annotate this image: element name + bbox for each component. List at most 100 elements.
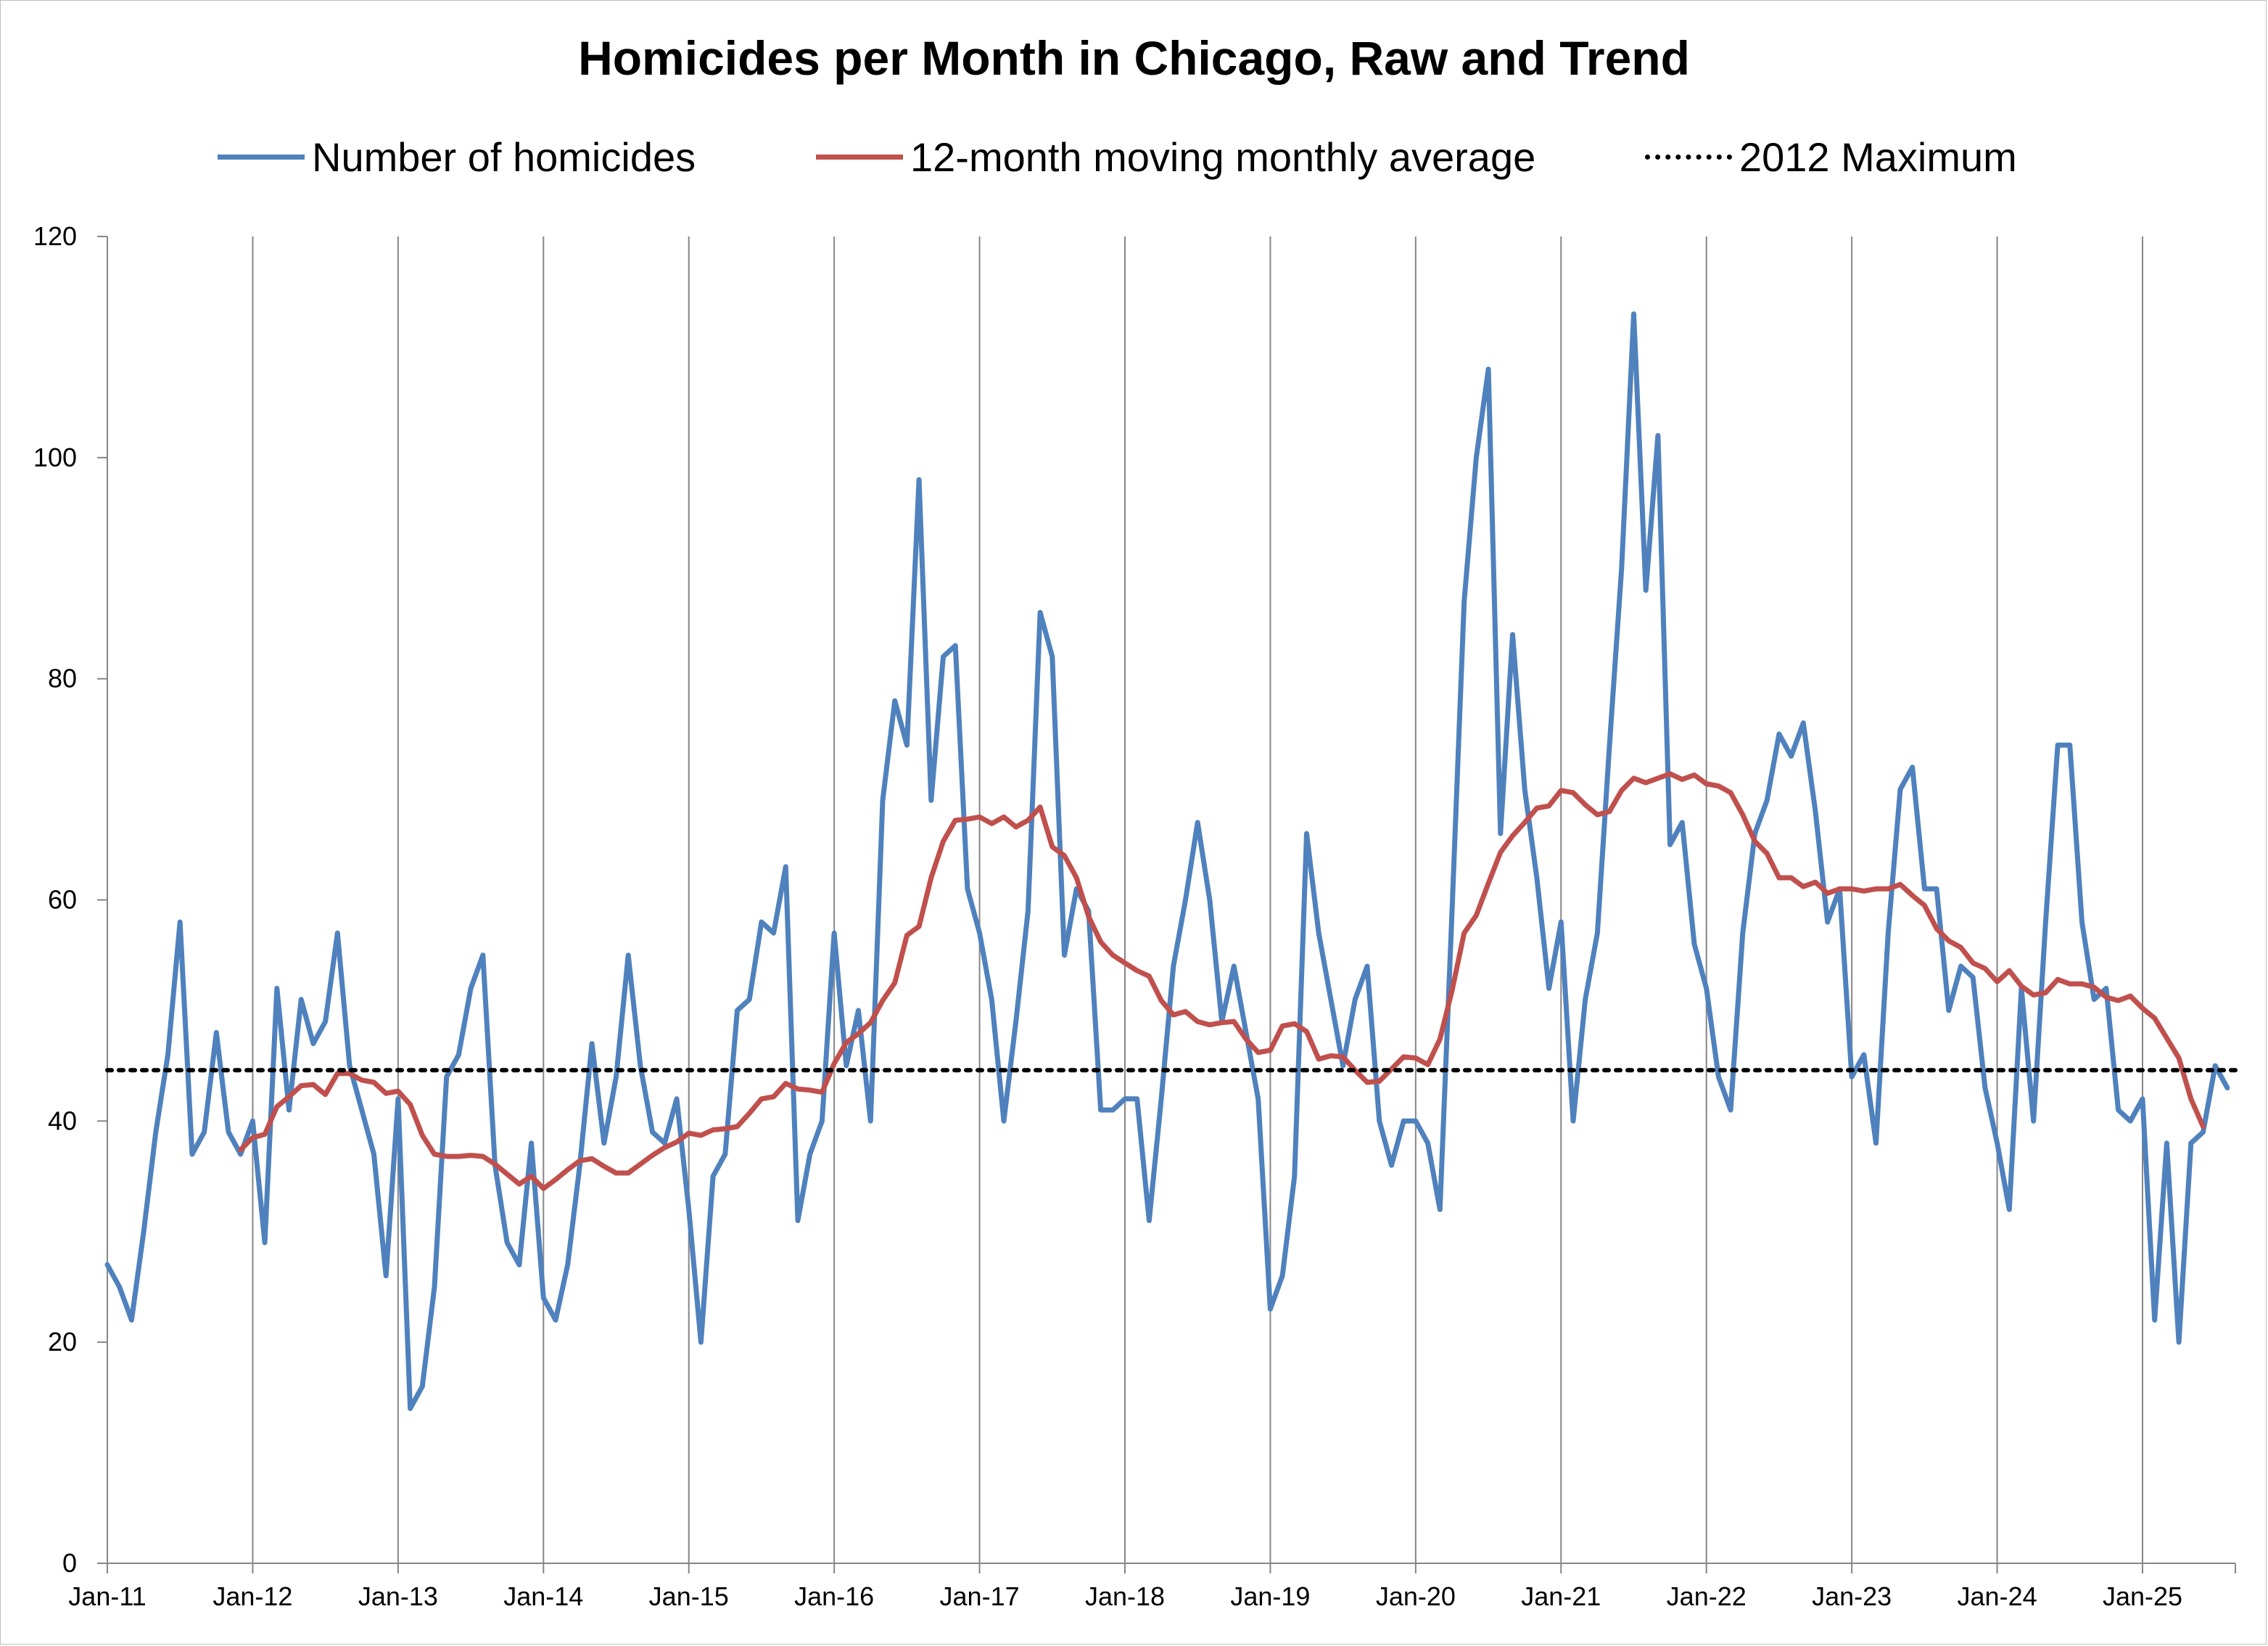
moving-average-point-144 [1850, 886, 1854, 891]
homicides-point-47 [675, 1097, 679, 1101]
homicides-point-19 [335, 931, 339, 935]
moving-average-point-116 [1511, 834, 1515, 838]
moving-average-point-143 [1837, 886, 1842, 891]
homicides-point-30 [469, 986, 473, 990]
x-tick-label-jan-22: Jan-22 [1667, 1581, 1747, 1611]
moving-average-point-159 [2032, 993, 2036, 997]
homicides-point-155 [1983, 1086, 1987, 1090]
moving-average-point-170 [2164, 1036, 2169, 1040]
homicides-point-21 [360, 1108, 364, 1112]
moving-average-point-146 [1874, 886, 1879, 891]
moving-average-point-30 [469, 1153, 473, 1158]
moving-average-point-160 [2043, 991, 2048, 995]
moving-average-point-16 [299, 1084, 303, 1088]
moving-average-point-162 [2068, 982, 2072, 986]
moving-average-point-166 [2116, 998, 2121, 1003]
moving-average-point-104 [1365, 1080, 1369, 1085]
homicides-point-20 [347, 1063, 352, 1068]
moving-average-point-62 [857, 1032, 861, 1036]
moving-average-point-68 [929, 876, 933, 880]
homicides-point-70 [953, 643, 957, 648]
homicides-point-105 [1377, 1119, 1382, 1123]
moving-average-point-173 [2201, 1124, 2206, 1129]
moving-average-point-84 [1123, 960, 1127, 965]
moving-average-point-132 [1704, 782, 1709, 786]
homicides-point-140 [1801, 721, 1805, 725]
series-homicides [104, 311, 2230, 1412]
homicides-point-22 [372, 1152, 376, 1156]
homicides-point-14 [275, 986, 279, 990]
homicides-point-91 [1208, 898, 1212, 902]
series [104, 311, 2238, 1412]
homicides-point-141 [1813, 810, 1818, 814]
homicides-point-9 [214, 1030, 218, 1034]
y-tick-label-100: 100 [33, 443, 77, 472]
moving-average-point-27 [432, 1152, 437, 1156]
moving-average-point-91 [1208, 1023, 1212, 1027]
moving-average-point-69 [941, 839, 946, 844]
homicides-point-151 [1934, 886, 1939, 891]
x-tick-label-jan-21: Jan-21 [1521, 1581, 1601, 1611]
homicides-point-149 [1910, 765, 1915, 770]
moving-average-point-65 [893, 981, 897, 985]
moving-average-point-54 [759, 1097, 764, 1101]
moving-average-point-25 [408, 1103, 413, 1107]
homicides-point-120 [1559, 920, 1563, 924]
homicides-point-108 [1414, 1119, 1418, 1123]
moving-average-point-95 [1256, 1050, 1261, 1055]
homicides-point-139 [1789, 754, 1794, 758]
homicides-point-4 [154, 1130, 158, 1135]
homicides-point-90 [1195, 820, 1200, 825]
homicides-point-6 [178, 920, 182, 924]
moving-average-point-41 [602, 1164, 606, 1169]
homicides-point-55 [772, 931, 776, 935]
homicides-point-16 [299, 997, 303, 1002]
moving-average-point-93 [1232, 1019, 1236, 1024]
homicides-point-138 [1777, 732, 1781, 736]
homicides-point-38 [566, 1263, 570, 1267]
homicides-point-71 [965, 886, 970, 891]
moving-average-point-50 [711, 1128, 715, 1132]
moving-average-point-121 [1571, 791, 1575, 795]
homicides-point-53 [747, 997, 751, 1002]
moving-average-point-129 [1668, 772, 1673, 776]
homicides-point-24 [396, 1097, 400, 1101]
homicides-point-113 [1474, 456, 1478, 460]
homicides-point-160 [2043, 920, 2048, 924]
moving-average-point-26 [420, 1133, 424, 1137]
homicides-point-25 [408, 1407, 413, 1411]
homicides-point-116 [1511, 633, 1515, 637]
legend-label-homicides: Number of homicides [312, 133, 696, 180]
x-tick-label-jan-13: Jan-13 [358, 1581, 438, 1611]
homicides-point-97 [1280, 1274, 1284, 1278]
homicides-point-11 [239, 1152, 243, 1156]
homicides-point-99 [1305, 831, 1309, 836]
homicides-point-172 [2189, 1141, 2193, 1145]
homicides-point-37 [553, 1318, 558, 1322]
homicides-point-119 [1547, 986, 1551, 990]
y-tick-label-40: 40 [48, 1106, 77, 1135]
moving-average-point-97 [1280, 1024, 1284, 1028]
homicides-point-56 [783, 865, 788, 869]
moving-average-point-44 [638, 1162, 643, 1166]
homicides-point-102 [1341, 1063, 1345, 1068]
moving-average-point-114 [1486, 881, 1490, 886]
moving-average-point-99 [1305, 1029, 1309, 1034]
homicides-point-61 [844, 1063, 849, 1068]
homicides-point-7 [190, 1152, 194, 1156]
x-tick-label-jan-23: Jan-23 [1812, 1581, 1892, 1611]
homicides-point-17 [311, 1042, 316, 1046]
homicides-point-43 [626, 953, 630, 958]
homicides-point-110 [1438, 1207, 1442, 1211]
homicides-point-8 [202, 1130, 207, 1135]
series-moving-average [238, 771, 2206, 1191]
moving-average-point-118 [1535, 806, 1539, 810]
moving-average-point-115 [1498, 850, 1503, 855]
moving-average-point-39 [577, 1159, 582, 1163]
x-tick-label-jan-19: Jan-19 [1230, 1581, 1310, 1611]
homicides-point-88 [1171, 964, 1176, 968]
moving-average-point-67 [917, 924, 921, 929]
homicides-point-132 [1704, 986, 1709, 990]
homicides-point-114 [1486, 367, 1490, 371]
